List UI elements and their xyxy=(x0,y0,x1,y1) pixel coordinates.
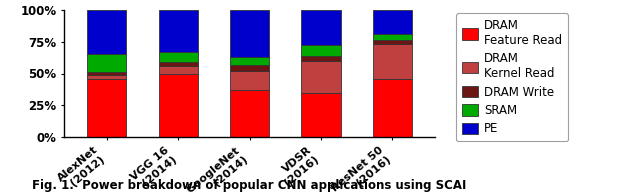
Bar xyxy=(372,34,412,40)
Bar xyxy=(301,61,340,93)
Bar xyxy=(87,10,127,54)
Bar xyxy=(372,44,412,79)
Bar xyxy=(301,93,340,137)
Bar xyxy=(230,57,269,65)
Bar xyxy=(230,65,269,71)
Bar xyxy=(159,66,198,74)
Bar xyxy=(372,79,412,137)
Bar xyxy=(230,71,269,90)
Bar xyxy=(87,72,127,75)
Bar xyxy=(372,40,412,44)
Bar xyxy=(159,10,198,52)
Bar xyxy=(301,56,340,61)
Bar xyxy=(87,54,127,72)
Legend: DRAM
Feature Read, DRAM
Kernel Read, DRAM Write, SRAM, PE: DRAM Feature Read, DRAM Kernel Read, DRA… xyxy=(456,13,568,141)
Bar xyxy=(372,10,412,34)
Bar xyxy=(87,75,127,79)
Text: Fig. 1.  Power breakdown of popular CNN applications using SCAI: Fig. 1. Power breakdown of popular CNN a… xyxy=(32,179,467,192)
Bar xyxy=(301,10,340,45)
Bar xyxy=(159,74,198,137)
Bar xyxy=(230,90,269,137)
Bar xyxy=(301,45,340,56)
Bar xyxy=(230,10,269,57)
Bar xyxy=(159,52,198,62)
Bar xyxy=(87,79,127,137)
Bar xyxy=(159,62,198,66)
